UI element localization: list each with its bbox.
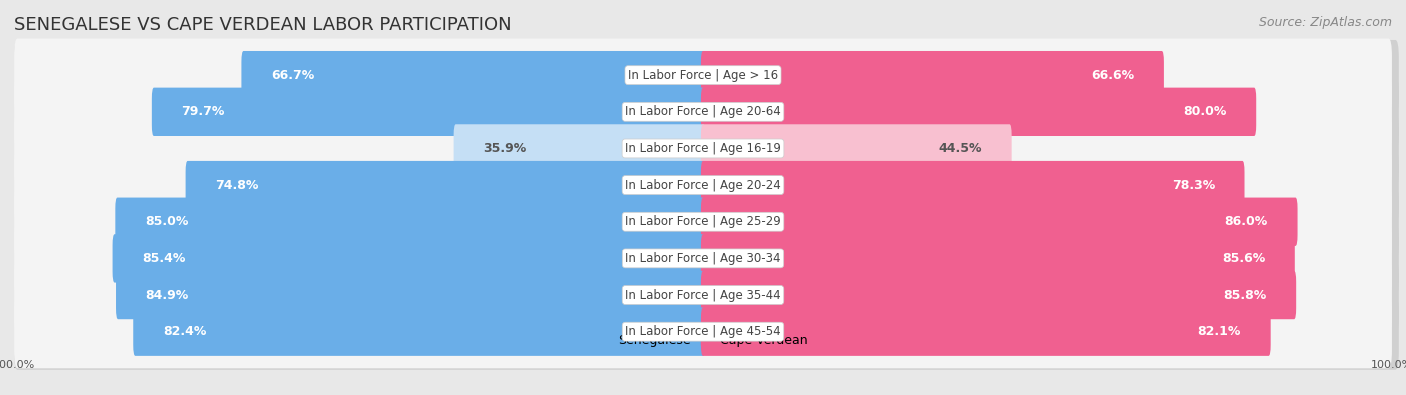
FancyBboxPatch shape: [702, 271, 1296, 319]
Text: 44.5%: 44.5%: [939, 142, 981, 155]
Text: In Labor Force | Age 25-29: In Labor Force | Age 25-29: [626, 215, 780, 228]
Text: 80.0%: 80.0%: [1184, 105, 1226, 118]
FancyBboxPatch shape: [702, 124, 1012, 173]
FancyBboxPatch shape: [117, 271, 704, 319]
Text: In Labor Force | Age 20-64: In Labor Force | Age 20-64: [626, 105, 780, 118]
Text: 74.8%: 74.8%: [215, 179, 259, 192]
FancyBboxPatch shape: [112, 234, 704, 282]
Text: In Labor Force | Age 20-24: In Labor Force | Age 20-24: [626, 179, 780, 192]
FancyBboxPatch shape: [14, 222, 1392, 295]
Text: 85.0%: 85.0%: [145, 215, 188, 228]
FancyBboxPatch shape: [14, 297, 1399, 370]
FancyBboxPatch shape: [115, 198, 704, 246]
FancyBboxPatch shape: [14, 149, 1392, 222]
FancyBboxPatch shape: [14, 112, 1392, 185]
FancyBboxPatch shape: [702, 51, 1164, 100]
Text: 82.1%: 82.1%: [1198, 325, 1241, 338]
Text: 79.7%: 79.7%: [181, 105, 225, 118]
Text: In Labor Force | Age 16-19: In Labor Force | Age 16-19: [626, 142, 780, 155]
Text: In Labor Force | Age 35-44: In Labor Force | Age 35-44: [626, 288, 780, 301]
Text: 66.6%: 66.6%: [1091, 69, 1135, 82]
FancyBboxPatch shape: [134, 307, 704, 356]
Text: SENEGALESE VS CAPE VERDEAN LABOR PARTICIPATION: SENEGALESE VS CAPE VERDEAN LABOR PARTICI…: [14, 16, 512, 34]
Legend: Senegalese, Cape Verdean: Senegalese, Cape Verdean: [593, 329, 813, 352]
FancyBboxPatch shape: [152, 88, 704, 136]
FancyBboxPatch shape: [14, 223, 1399, 297]
FancyBboxPatch shape: [242, 51, 704, 100]
FancyBboxPatch shape: [14, 258, 1392, 332]
Text: In Labor Force | Age 45-54: In Labor Force | Age 45-54: [626, 325, 780, 338]
FancyBboxPatch shape: [454, 124, 704, 173]
FancyBboxPatch shape: [14, 40, 1399, 113]
FancyBboxPatch shape: [702, 198, 1298, 246]
FancyBboxPatch shape: [702, 88, 1256, 136]
Text: 85.8%: 85.8%: [1223, 288, 1267, 301]
Text: In Labor Force | Age > 16: In Labor Force | Age > 16: [628, 69, 778, 82]
FancyBboxPatch shape: [14, 150, 1399, 223]
FancyBboxPatch shape: [14, 186, 1399, 260]
FancyBboxPatch shape: [186, 161, 704, 209]
FancyBboxPatch shape: [14, 39, 1392, 112]
Text: 82.4%: 82.4%: [163, 325, 207, 338]
FancyBboxPatch shape: [14, 295, 1392, 368]
FancyBboxPatch shape: [14, 260, 1399, 333]
FancyBboxPatch shape: [14, 75, 1392, 149]
FancyBboxPatch shape: [702, 234, 1295, 282]
Text: Source: ZipAtlas.com: Source: ZipAtlas.com: [1258, 16, 1392, 29]
Text: In Labor Force | Age 30-34: In Labor Force | Age 30-34: [626, 252, 780, 265]
Text: 86.0%: 86.0%: [1225, 215, 1268, 228]
FancyBboxPatch shape: [14, 113, 1399, 186]
Text: 66.7%: 66.7%: [271, 69, 315, 82]
Text: 84.9%: 84.9%: [146, 288, 188, 301]
FancyBboxPatch shape: [702, 307, 1271, 356]
Text: 85.6%: 85.6%: [1222, 252, 1265, 265]
Text: 78.3%: 78.3%: [1171, 179, 1215, 192]
FancyBboxPatch shape: [14, 77, 1399, 150]
Text: 85.4%: 85.4%: [142, 252, 186, 265]
FancyBboxPatch shape: [702, 161, 1244, 209]
Text: 35.9%: 35.9%: [484, 142, 526, 155]
FancyBboxPatch shape: [14, 185, 1392, 258]
